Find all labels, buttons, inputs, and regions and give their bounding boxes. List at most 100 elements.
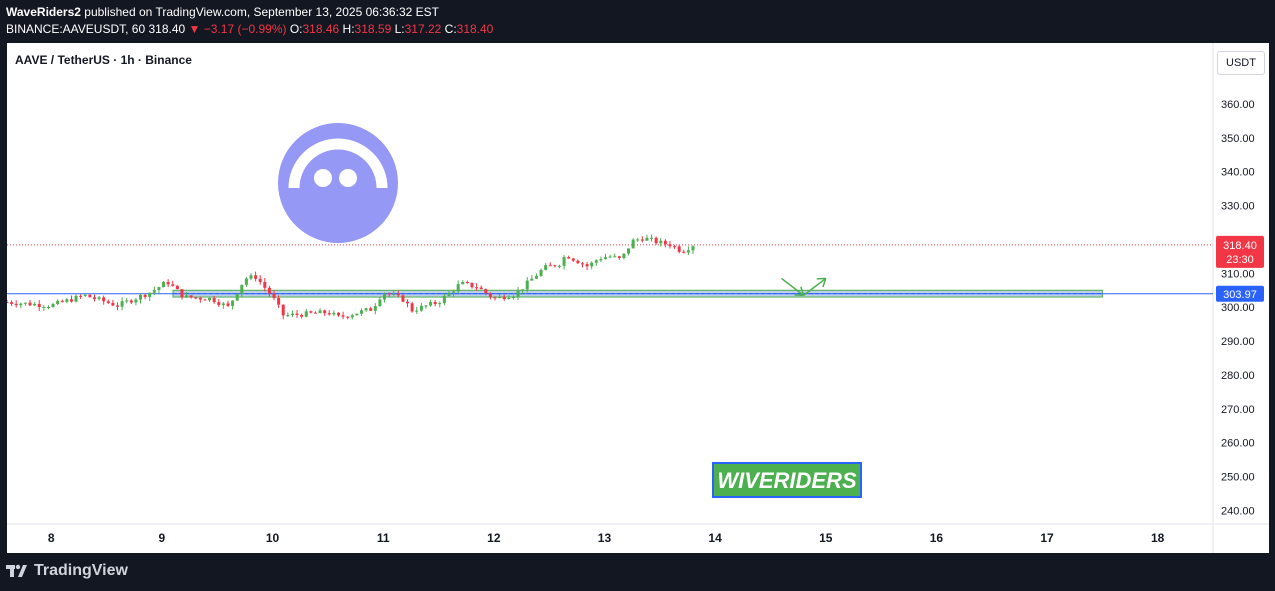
last-price: 318.40: [148, 22, 186, 36]
candle-body: [392, 293, 396, 295]
candle-body: [599, 259, 603, 261]
currency-button[interactable]: USDT: [1217, 51, 1265, 75]
candle-body: [92, 297, 96, 299]
publisher-name[interactable]: WaveRiders2: [6, 5, 81, 19]
candle-body: [553, 265, 557, 267]
logo-arc: [288, 138, 388, 189]
published-text: published on TradingView.com, September …: [84, 5, 439, 19]
time-tick-label: 17: [1040, 531, 1054, 545]
candle-body: [300, 314, 304, 317]
candle-body: [645, 237, 649, 241]
projection-arrow-head: [822, 278, 827, 288]
candle-body: [189, 295, 193, 298]
candle-body: [194, 297, 198, 299]
candle-body: [663, 240, 667, 245]
projection-arrow: [781, 277, 827, 297]
candle-body: [208, 297, 212, 301]
candle-body: [502, 296, 506, 300]
candle-body: [235, 294, 239, 301]
candle-body: [461, 281, 465, 285]
candle-body: [19, 303, 23, 306]
candle-body: [493, 297, 497, 299]
candle-body: [617, 256, 621, 259]
candle-body: [465, 281, 469, 283]
publisher-logo-icon: [278, 123, 398, 243]
candle-body: [406, 301, 410, 304]
tradingview-logo-icon: [6, 564, 27, 577]
candle-body: [498, 296, 502, 299]
candle-body: [244, 278, 248, 285]
candle-body: [23, 302, 27, 304]
candle-body: [185, 295, 189, 298]
candle-body: [355, 313, 359, 316]
candle-body: [364, 308, 368, 311]
price-tick-label: 250.00: [1221, 472, 1255, 484]
candle-body: [516, 290, 520, 297]
candle-body: [336, 312, 340, 316]
candle-body: [139, 294, 143, 300]
candle-body: [83, 294, 87, 296]
candle-body: [346, 316, 350, 318]
candle-body: [470, 282, 474, 288]
candle-body: [654, 237, 658, 244]
candle-body: [571, 258, 575, 261]
candle-body: [7, 302, 9, 304]
last-price-tag-bg: [1216, 235, 1264, 268]
logo-left-eye: [314, 169, 332, 187]
candle-body: [304, 311, 308, 317]
footer-brand[interactable]: TradingView: [6, 562, 128, 580]
publish-info: WaveRiders2 published on TradingView.com…: [6, 5, 439, 19]
candle-body: [433, 302, 437, 305]
close-label: C:: [444, 22, 457, 36]
time-tick-label: 9: [159, 531, 166, 545]
candle-body: [401, 295, 405, 302]
close-value: 318.40: [456, 22, 494, 36]
candle-body: [14, 303, 18, 306]
level-price-tag: 303.97: [1216, 285, 1264, 302]
candle-body: [387, 293, 391, 295]
candle-body: [650, 237, 654, 239]
candle-body: [438, 303, 442, 305]
candle-body: [429, 302, 433, 306]
candle-body: [143, 294, 147, 297]
candle-body: [640, 239, 644, 241]
candle-body: [580, 263, 584, 265]
candle-body: [627, 248, 631, 254]
candle-body: [88, 294, 92, 298]
candle-body: [166, 282, 170, 285]
candle-body: [636, 239, 640, 241]
candle-body: [221, 303, 225, 306]
candle-body: [682, 251, 686, 253]
watermark-box: [712, 462, 862, 498]
last-price-tag-value: 318.40: [1223, 240, 1257, 252]
candle-body: [249, 275, 253, 279]
logo-right-eye: [339, 169, 357, 187]
chart-panel[interactable]: 370.00360.00350.00340.00330.00320.00310.…: [7, 43, 1269, 553]
projection-arrow-head: [800, 286, 805, 296]
price-tick-label: 330.00: [1221, 201, 1255, 213]
candle-body: [456, 284, 460, 292]
candle-body: [410, 303, 414, 312]
candle-body: [525, 280, 529, 290]
price-tick-label: 260.00: [1221, 438, 1255, 450]
candle-body: [323, 310, 327, 314]
high-label: H:: [342, 22, 355, 36]
candle-body: [539, 269, 543, 276]
price-tick-label: 280.00: [1221, 370, 1255, 382]
candle-body: [125, 300, 129, 302]
candle-body: [604, 257, 608, 260]
candle-body: [350, 315, 354, 318]
candle-body: [272, 293, 276, 298]
price-chart[interactable]: 370.00360.00350.00340.00330.00320.00310.…: [7, 43, 1269, 553]
candle-body: [37, 303, 41, 308]
candle-body: [148, 292, 152, 297]
last-price-tag: 318.40 23:30: [1216, 235, 1264, 268]
candle-body: [534, 275, 538, 279]
candle-body: [360, 310, 364, 314]
candle-body: [479, 287, 483, 290]
candle-body: [332, 312, 336, 315]
price-tick-label: 290.00: [1221, 336, 1255, 348]
candle-body: [180, 289, 184, 298]
price-tick-label: 340.00: [1221, 167, 1255, 179]
candle-body: [613, 256, 617, 258]
